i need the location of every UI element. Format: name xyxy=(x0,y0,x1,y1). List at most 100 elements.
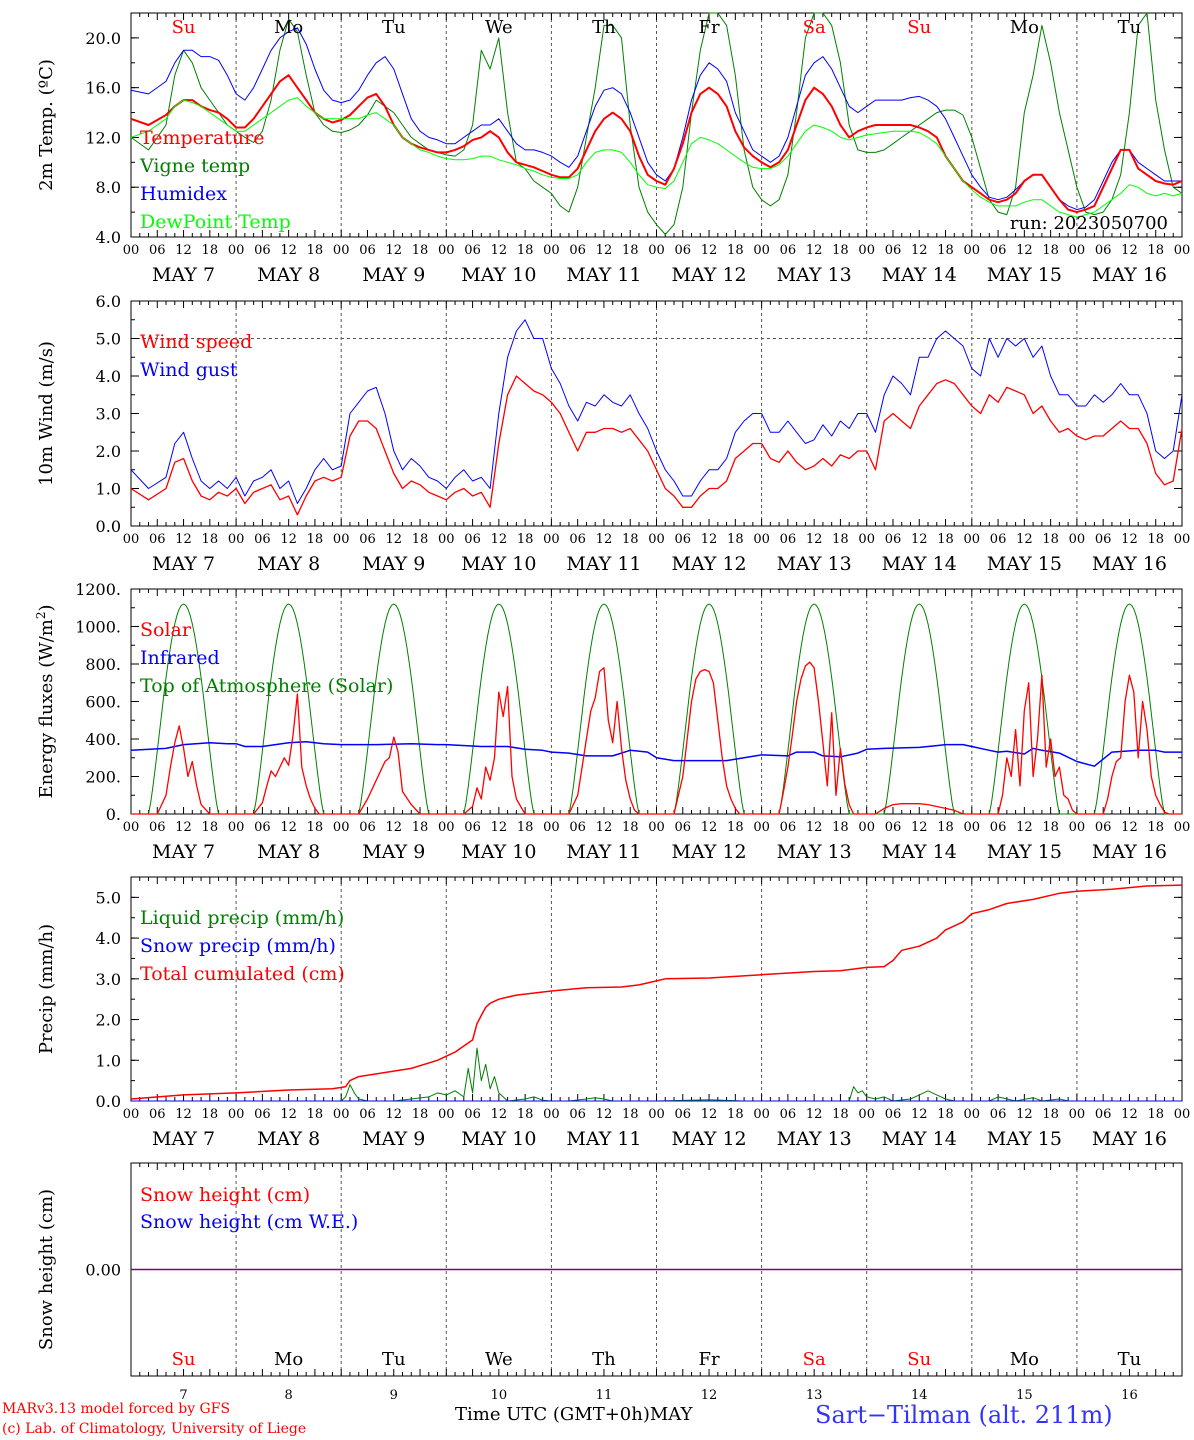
hour-tick-label: 00 xyxy=(543,820,560,835)
legend-entry: Temperature xyxy=(140,127,264,149)
x-axis-month: MAY xyxy=(649,1404,693,1425)
hour-tick-label: 00 xyxy=(123,532,140,547)
y-axis-title-superscript: 2 xyxy=(34,611,48,619)
hour-tick-label: 12 xyxy=(596,1107,613,1122)
day-label: MAY 9 xyxy=(362,1128,425,1150)
hour-tick-label: 00 xyxy=(543,243,560,258)
hour-tick-label: 00 xyxy=(333,243,350,258)
panel-frame-energy xyxy=(130,588,1183,815)
y-axis-title: Precip (mm/h) xyxy=(36,924,57,1054)
hour-tick-label: 06 xyxy=(675,532,692,547)
hour-tick-label: 06 xyxy=(1095,820,1112,835)
day-label: MAY 12 xyxy=(671,841,746,863)
hour-tick-label: 12 xyxy=(1121,243,1138,258)
hour-tick-label: 18 xyxy=(1042,1107,1059,1122)
hour-tick-label: 00 xyxy=(858,243,875,258)
day-label: MAY 9 xyxy=(362,841,425,863)
hour-tick-label: 12 xyxy=(491,820,508,835)
y-tick-label: 20.0 xyxy=(85,29,121,48)
hour-tick-label: 06 xyxy=(885,820,902,835)
location-title: Sart−Tilman (alt. 211m) xyxy=(815,1401,1113,1429)
y-tick-label: 1.0 xyxy=(96,480,121,499)
hour-tick-label: 00 xyxy=(438,532,455,547)
y-tick-label: 3.0 xyxy=(96,405,121,424)
hour-tick-label: 00 xyxy=(1069,820,1086,835)
date-number: 14 xyxy=(911,1388,928,1403)
hour-tick-label: 06 xyxy=(990,1107,1007,1122)
hour-tick-label: 12 xyxy=(806,820,823,835)
y-tick-label: 1.0 xyxy=(96,1051,121,1070)
hour-tick-label: 00 xyxy=(228,820,245,835)
hour-tick-label: 12 xyxy=(1016,243,1033,258)
series-line-wind-1 xyxy=(130,375,1183,516)
y-axis-title: 10m Wind (m/s) xyxy=(36,341,57,486)
hour-tick-label: 06 xyxy=(780,243,797,258)
hour-tick-label: 00 xyxy=(753,820,770,835)
hour-tick-label: 00 xyxy=(123,820,140,835)
hour-tick-label: 00 xyxy=(753,1107,770,1122)
legend-entry: Snow height (cm) xyxy=(140,1184,310,1206)
day-label: MAY 10 xyxy=(461,1128,536,1150)
y-tick-label: 600. xyxy=(85,693,121,712)
day-label: MAY 8 xyxy=(257,841,320,863)
day-label: MAY 16 xyxy=(1092,1128,1167,1150)
series-line-temp-3 xyxy=(130,97,1183,218)
hour-tick-label: 06 xyxy=(675,1107,692,1122)
hour-tick-label: 12 xyxy=(596,820,613,835)
hour-tick-label: 18 xyxy=(202,532,219,547)
hour-tick-label: 18 xyxy=(307,1107,324,1122)
hour-tick-label: 12 xyxy=(491,1107,508,1122)
hour-tick-label: 00 xyxy=(228,532,245,547)
weekday-label: We xyxy=(485,17,513,38)
day-label: MAY 12 xyxy=(671,1128,746,1150)
y-tick-label: 0. xyxy=(106,805,121,824)
hour-tick-label: 06 xyxy=(464,532,481,547)
hour-tick-label: 06 xyxy=(885,243,902,258)
hour-tick-label: 00 xyxy=(333,820,350,835)
hour-tick-label: 00 xyxy=(1174,1107,1191,1122)
legend-entry: Vigne temp xyxy=(139,155,250,177)
hour-tick-label: 18 xyxy=(307,532,324,547)
y-axis-title: Snow height (cm) xyxy=(36,1189,57,1350)
day-label: MAY 12 xyxy=(671,553,746,575)
weekday-label: Su xyxy=(907,17,931,38)
hour-tick-label: 12 xyxy=(491,243,508,258)
hour-tick-label: 12 xyxy=(911,1107,928,1122)
weekday-label: Fr xyxy=(699,1349,720,1370)
hour-tick-label: 12 xyxy=(385,1107,402,1122)
hour-tick-label: 18 xyxy=(937,820,954,835)
y-tick-label: 0.00 xyxy=(85,1261,121,1280)
weekday-label: Mo xyxy=(1010,1349,1039,1370)
hour-tick-label: 00 xyxy=(964,532,981,547)
hour-tick-label: 06 xyxy=(1095,532,1112,547)
hour-tick-label: 00 xyxy=(333,532,350,547)
date-number: 8 xyxy=(285,1388,293,1403)
hour-tick-label: 12 xyxy=(806,243,823,258)
day-label: MAY 7 xyxy=(152,841,215,863)
series-line-precip-2 xyxy=(130,884,1183,1100)
hour-tick-label: 18 xyxy=(937,532,954,547)
series-line-energy-2 xyxy=(131,661,1182,815)
hour-tick-label: 00 xyxy=(543,1107,560,1122)
hour-tick-label: 00 xyxy=(964,1107,981,1122)
weekday-label: Su xyxy=(172,1349,196,1370)
day-label: MAY 7 xyxy=(152,553,215,575)
hour-tick-label: 06 xyxy=(569,243,586,258)
footer-credits: MARv3.13 model forced by GFS (c) Lab. of… xyxy=(2,1399,306,1439)
date-number: 10 xyxy=(491,1388,508,1403)
hour-tick-label: 18 xyxy=(517,243,534,258)
panel-frame-wind xyxy=(130,300,1183,527)
hour-tick-label: 18 xyxy=(1147,1107,1164,1122)
hour-tick-label: 12 xyxy=(911,243,928,258)
hour-tick-label: 06 xyxy=(780,1107,797,1122)
hour-tick-label: 00 xyxy=(858,1107,875,1122)
y-tick-label: 5.0 xyxy=(96,330,121,349)
y-tick-label: 2.0 xyxy=(96,442,121,461)
y-axis-title-close: ) xyxy=(36,604,57,611)
legend-entry: Snow height (cm W.E.) xyxy=(140,1211,358,1233)
hour-tick-label: 00 xyxy=(333,1107,350,1122)
hour-tick-label: 18 xyxy=(727,532,744,547)
weekday-label: Tu xyxy=(382,17,406,38)
day-label: MAY 14 xyxy=(882,553,957,575)
hour-tick-label: 00 xyxy=(648,532,665,547)
